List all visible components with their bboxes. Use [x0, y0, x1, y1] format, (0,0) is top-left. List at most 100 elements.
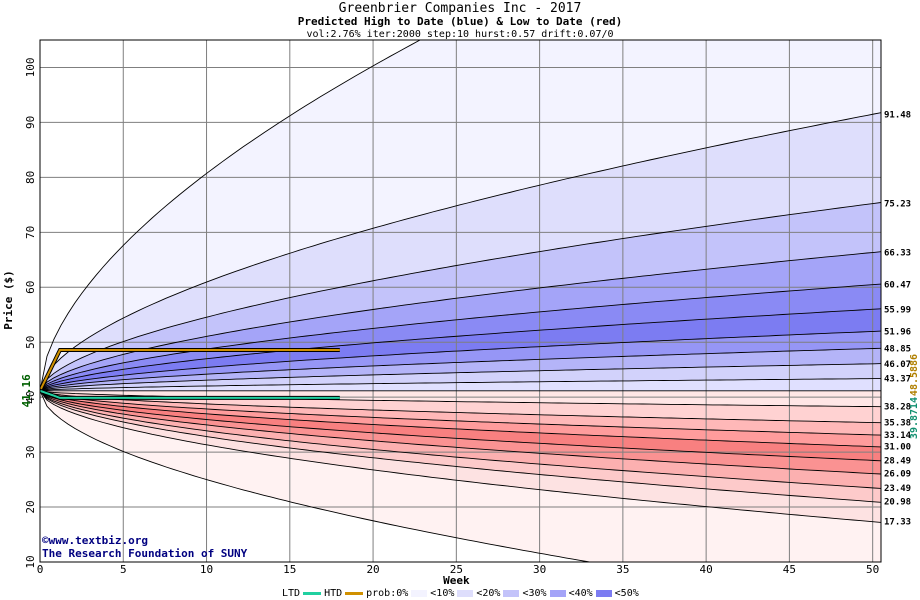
lower-end-label-0: 38.28 — [884, 403, 911, 413]
upper-line-6 — [40, 330, 881, 392]
x-tick-label-2: 10 — [200, 563, 213, 576]
x-tick-label-10: 50 — [866, 563, 879, 576]
y-tick-label-2: 30 — [24, 445, 37, 458]
legend-bin-4: <50% — [614, 587, 639, 599]
legend: LTD HTD prob:0% <10% <20% <30% <40% <50% — [282, 586, 639, 600]
chart-subtitle: Predicted High to Date (blue) & Low to D… — [297, 15, 623, 28]
upper-end-label-0: 91.48 — [884, 110, 911, 120]
lower-end-label-2: 33.14 — [884, 431, 912, 441]
start-price-label: 41.16 — [20, 374, 33, 407]
upper-band-2 — [40, 202, 881, 391]
upper-end-label-1: 75.23 — [884, 200, 911, 210]
upper-end-label-3: 60.47 — [884, 281, 911, 291]
lower-line-8 — [40, 390, 881, 523]
upper-band-6 — [40, 331, 881, 391]
legend-swatch-4 — [595, 589, 612, 597]
y-tick-label-3: 40 — [24, 391, 37, 404]
chart-title: Greenbrier Companies Inc - 2017 — [338, 1, 582, 16]
watermark-org: The Research Foundation of SUNY — [42, 547, 248, 560]
y-axis-title: Price ($) — [2, 270, 15, 330]
upper-line-7 — [40, 347, 881, 392]
upper-line-0 — [40, 40, 422, 391]
ltd-line — [40, 389, 340, 399]
lower-line-5 — [40, 390, 881, 475]
upper-line-4 — [40, 283, 881, 392]
lower-end-label-5: 26.09 — [884, 470, 911, 480]
upper-line-9 — [40, 378, 881, 392]
plot-frame — [39, 39, 882, 563]
lower-band-9 — [40, 390, 881, 562]
lower-end-label-4: 28.49 — [884, 456, 911, 466]
legend-ltd-swatch — [303, 591, 322, 595]
y-tick-label-8: 90 — [24, 116, 37, 129]
lower-band-4 — [40, 390, 881, 461]
lower-line-4 — [40, 390, 881, 462]
current-high-label: 48.5886 — [909, 354, 920, 396]
current-low-label: 39.8714 — [909, 397, 920, 439]
chart-params: vol:2.76% iter:2000 step:10 hurst:0.57 d… — [306, 29, 614, 40]
legend-ltd-label: LTD — [282, 587, 301, 599]
x-tick-label-3: 15 — [283, 563, 296, 576]
lower-line-3 — [40, 390, 881, 448]
bands-group — [40, 40, 881, 562]
lower-band-0 — [40, 390, 881, 407]
lower-band-6 — [40, 390, 881, 489]
lower-line-2 — [40, 390, 881, 436]
lower-band-8 — [40, 390, 881, 523]
lower-end-label-7: 20.98 — [884, 498, 911, 508]
upper-band-8 — [40, 363, 881, 391]
legend-prob-label: prob:0% — [366, 587, 409, 599]
upper-line-5 — [40, 308, 881, 392]
x-tick-label-4: 20 — [366, 563, 379, 576]
watermark: ©www.textbiz.org The Research Foundation… — [42, 534, 247, 560]
legend-bin-0: <10% — [430, 587, 455, 599]
upper-band-7 — [40, 348, 881, 391]
upper-line-3 — [40, 251, 881, 392]
y-tick-label-0: 10 — [24, 555, 37, 568]
upper-line-1 — [40, 112, 881, 391]
legend-swatch-3 — [549, 589, 566, 597]
legend-bin-2: <30% — [522, 587, 547, 599]
y-tick-label-6: 70 — [24, 226, 37, 239]
lower-band-5 — [40, 390, 881, 474]
x-tick-label-9: 45 — [783, 563, 796, 576]
y-tick-label-4: 50 — [24, 336, 37, 349]
y-tick-label-1: 20 — [24, 500, 37, 513]
upper-line-2 — [40, 202, 881, 392]
lower-end-label-3: 31.00 — [884, 443, 911, 453]
legend-swatch-2 — [503, 589, 520, 597]
upper-end-label-6: 48.85 — [884, 345, 911, 355]
lower-end-label-8: 17.33 — [884, 518, 911, 528]
legend-bin-3: <40% — [568, 587, 593, 599]
y-tick-label-9: 100 — [24, 58, 37, 78]
upper-band-4 — [40, 284, 881, 391]
lower-end-label-1: 35.38 — [884, 419, 911, 429]
lower-line-9 — [40, 390, 593, 562]
upper-band-1 — [40, 112, 881, 391]
legend-htd-swatch — [345, 591, 364, 595]
legend-swatch-1 — [457, 589, 474, 597]
lower-band-3 — [40, 390, 881, 447]
legend-bin-1: <20% — [476, 587, 501, 599]
upper-end-label-5: 51.96 — [884, 327, 911, 337]
upper-band-5 — [40, 308, 881, 391]
x-tick-label-8: 40 — [700, 563, 713, 576]
legend-htd-label: HTD — [324, 587, 343, 599]
x-tick-label-6: 30 — [533, 563, 546, 576]
lower-line-6 — [40, 390, 881, 489]
upper-line-8 — [40, 363, 881, 392]
upper-band-0 — [40, 40, 881, 391]
x-tick-label-5: 25 — [450, 563, 463, 576]
legend-swatch-0 — [411, 589, 428, 597]
chart-title-block: Greenbrier Companies Inc - 2017 Predicte… — [0, 2, 920, 41]
watermark-site: ©www.textbiz.org — [42, 534, 148, 547]
x-tick-label-0: 0 — [37, 563, 44, 576]
upper-end-label-7: 46.07 — [884, 360, 911, 370]
lower-line-7 — [40, 390, 881, 503]
y-tick-label-7: 80 — [24, 171, 37, 184]
htd-line — [40, 349, 340, 392]
upper-band-9 — [40, 378, 881, 391]
x-tick-label-7: 35 — [616, 563, 629, 576]
upper-end-label-2: 66.33 — [884, 248, 911, 258]
